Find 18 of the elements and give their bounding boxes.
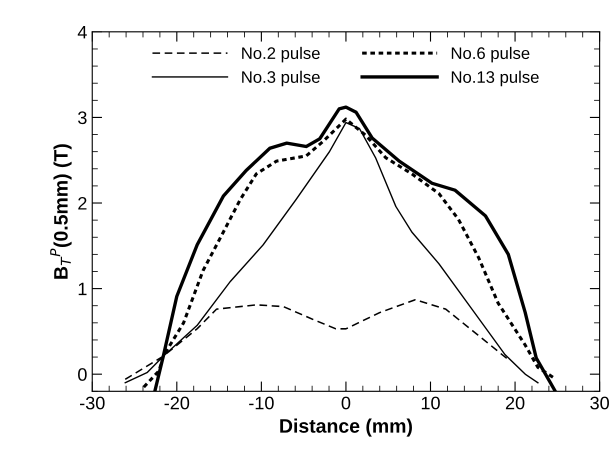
legend-label: No.2 pulse (242, 46, 320, 62)
x-tick-label: 20 (506, 396, 524, 410)
y-axis-title: B$_{T}$$^{P}$(0.5mm) (T) (50, 144, 72, 279)
y-tick-label: 1 (78, 282, 87, 296)
y-tick-label: 0 (78, 368, 87, 381)
y-tick-label: 3 (78, 111, 87, 124)
legend-label: No.13 pulse (452, 70, 539, 86)
legend-label: No.6 pulse (452, 46, 530, 62)
x-tick-label: -20 (164, 396, 190, 410)
x-tick-label: 10 (422, 396, 440, 410)
y-tick-label: 2 (78, 196, 86, 210)
y-tick-label: 4 (78, 26, 87, 38)
legend-label: No.3 pulse (242, 70, 320, 86)
x-tick-label: -30 (80, 396, 105, 410)
x-tick-label: -10 (249, 396, 274, 410)
x-tick-label: 0 (342, 396, 350, 410)
x-axis-title: Distance (mm) (280, 418, 412, 437)
x-tick-label: 30 (590, 396, 609, 410)
